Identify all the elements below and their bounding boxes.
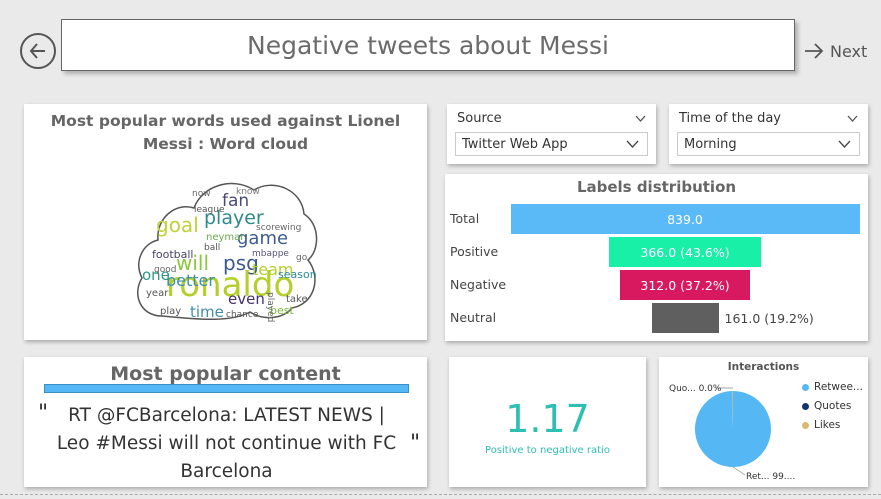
source-dropdown-value: Twitter Web App [462, 137, 568, 152]
cloud-word: wing [280, 223, 301, 233]
time-slicer-label: Time of the day [679, 111, 781, 126]
cloud-word: mbappe [252, 249, 289, 259]
ratio-value: 1.17 [505, 397, 590, 441]
slice-label-quotes: Quo... 0.0% [669, 384, 722, 394]
bar-value-label: 366.0 (43.6%) [640, 244, 730, 260]
bar-category-label: Negative [450, 277, 507, 292]
legend-label-likes: Likes [814, 419, 841, 431]
popular-content-bar [44, 384, 409, 393]
bar-value-label: 312.0 (37.2%) [640, 277, 730, 293]
cloud-word: good [154, 265, 176, 275]
cloud-word: fan [222, 191, 249, 211]
cloud-word: chance [226, 310, 259, 320]
interactions-card: Interactions Quo... 0.0% Ret... 99.... R… [659, 357, 868, 487]
bar-category-label: Positive [450, 244, 499, 259]
cloud-word: time [190, 303, 224, 321]
wordcloud-card: Most popular words used against Lionel M… [24, 104, 427, 340]
cloud-word: take [286, 294, 308, 305]
time-dropdown-value: Morning [684, 137, 737, 152]
cloud-word: play [160, 306, 181, 317]
legend-item-quotes[interactable]: Quotes [802, 400, 851, 412]
cloud-word: ronaldo [166, 265, 294, 305]
bar-neutral[interactable] [651, 303, 719, 333]
legend-dot-likes [802, 421, 809, 429]
cloud-word: football [152, 248, 193, 261]
chevron-down-icon [626, 140, 639, 148]
cloud-word: will [176, 251, 209, 275]
back-arrow-circle-icon [29, 43, 45, 59]
bar-category-label: Total [450, 211, 480, 226]
right-arrow-icon [805, 43, 824, 59]
chevron-down-icon[interactable] [635, 115, 646, 122]
next-button[interactable]: Next [804, 38, 867, 64]
labels-distribution-title: Labels distribution [576, 178, 737, 196]
cloud-word: best [270, 304, 294, 317]
bar-positive[interactable]: 366.0 (43.6%) [609, 237, 761, 267]
cloud-word: score [256, 223, 281, 233]
cloud-word: goal [156, 213, 199, 237]
next-label: Next [830, 41, 868, 61]
popular-content-title: Most popular content [110, 363, 341, 385]
quote-close: " [410, 431, 421, 456]
cloud-word: year [146, 288, 169, 299]
cloud-word: league [194, 205, 225, 215]
legend-dot-retweets [802, 383, 809, 391]
cloud-word: team [252, 260, 294, 279]
quote-open: " [38, 401, 49, 426]
back-button[interactable] [20, 33, 56, 69]
source-slicer-label: Source [457, 111, 502, 126]
legend-item-retweets[interactable]: Retwee... [802, 381, 863, 393]
cloud-word: know [236, 187, 260, 197]
bar-total[interactable]: 839.0 [510, 204, 860, 234]
popular-content-card: Most popular content " RT @FCBarcelona: … [24, 357, 427, 487]
word-cloud-image: ronaldo game goal player will psg better team fa… [137, 182, 318, 322]
popular-content-text: RT @FCBarcelona: LATEST NEWS | Leo #Mess… [56, 405, 397, 482]
time-of-day-slicer[interactable]: Time of the day Morning [669, 104, 868, 164]
cloud-word: played [265, 292, 275, 322]
cloud-word: go [296, 253, 308, 263]
source-slicer[interactable]: Source Twitter Web App [447, 104, 656, 164]
interactions-title: Interactions [727, 361, 800, 373]
legend-label-quotes: Quotes [814, 400, 852, 412]
cloud-word: psg [223, 251, 259, 275]
pie-slice-likes[interactable] [732, 391, 733, 429]
cloud-outline [137, 182, 318, 320]
bar-value-label: 839.0 [667, 211, 703, 227]
chevron-down-icon [838, 140, 851, 148]
page-title-box: Negative tweets about Messi [61, 19, 795, 71]
time-dropdown[interactable]: Morning [677, 132, 860, 156]
cloud-word: ball [204, 243, 220, 253]
legend-label-retweets: Retwee... [814, 381, 863, 393]
ratio-card: 1.17 Positive to negative ratio [449, 357, 646, 487]
source-dropdown[interactable]: Twitter Web App [455, 132, 648, 156]
bar-category-label: Neutral [450, 310, 497, 325]
slice-label-retweets: Ret... 99.... [746, 472, 795, 482]
legend-item-likes[interactable]: Likes [802, 419, 840, 431]
wordcloud-title: Most popular words used against Lionel M… [50, 112, 401, 153]
legend-dot-quotes [802, 402, 809, 410]
cloud-word: even [228, 290, 265, 308]
labels-distribution-card: Labels distribution Total 839.0 Positive 36… [445, 174, 868, 341]
page-title: Negative tweets about Messi [247, 30, 609, 60]
cloud-word: season [278, 268, 317, 281]
cloud-word: neymar [206, 232, 245, 243]
pie-slice-retweets[interactable] [695, 391, 772, 467]
bar-negative[interactable]: 312.0 (37.2%) [620, 270, 750, 300]
cloud-word: one [142, 266, 170, 284]
interactions-pie-chart: Quo... 0.0% Ret... 99.... [669, 384, 795, 482]
bar-value-label: 161.0 (19.2%) [724, 311, 814, 326]
cloud-word: better [166, 271, 215, 290]
bottom-divider [0, 494, 881, 495]
chevron-down-icon[interactable] [847, 115, 858, 122]
ratio-label: Positive to negative ratio [485, 445, 610, 456]
cloud-word: game [237, 228, 288, 249]
cloud-word: now [192, 189, 211, 199]
cloud-word: player [204, 207, 264, 229]
